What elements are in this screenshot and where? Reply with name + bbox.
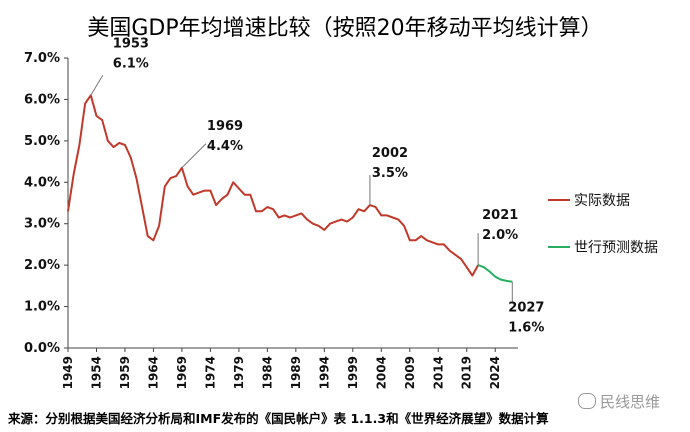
series-line-forecast bbox=[477, 264, 513, 283]
y-tick-label: 4.0% bbox=[24, 175, 60, 190]
annotation-value: 2.0% bbox=[482, 228, 518, 243]
annotation-value: 1.6% bbox=[508, 321, 544, 336]
annotation-year: 1969 bbox=[207, 119, 243, 134]
chart-title: 美国GDP年均增速比较（按照20年移动平均线计算） bbox=[87, 16, 603, 41]
wechat-icon bbox=[578, 393, 596, 409]
x-tick-label: 2024 bbox=[488, 356, 502, 389]
x-tick-label: 1954 bbox=[89, 356, 103, 389]
y-tick-label: 7.0% bbox=[24, 51, 60, 66]
y-tick-label: 0.0% bbox=[24, 341, 60, 356]
x-tick-label: 1999 bbox=[346, 356, 360, 389]
series-line-actual bbox=[67, 94, 479, 277]
y-tick-label: 5.0% bbox=[24, 134, 60, 149]
y-tick-label: 6.0% bbox=[24, 92, 60, 107]
annotation-value: 3.5% bbox=[372, 166, 408, 181]
y-tick-label: 3.0% bbox=[24, 217, 60, 232]
x-tick-label: 1989 bbox=[289, 356, 303, 389]
x-tick-label: 1984 bbox=[260, 356, 274, 389]
x-tick-label: 1964 bbox=[146, 356, 160, 389]
source-note: 来源：分别根据美国经济分析局和IMF发布的《国民帐户》表 1.1.3和《世界经济… bbox=[8, 411, 549, 426]
y-tick-label: 2.0% bbox=[24, 258, 60, 273]
annotation-leader bbox=[181, 143, 207, 169]
x-tick-label: 2004 bbox=[374, 356, 388, 389]
annotation-value: 4.4% bbox=[207, 139, 243, 154]
x-tick-label: 1994 bbox=[317, 356, 331, 389]
y-tick-label: 1.0% bbox=[24, 300, 60, 315]
x-tick-label: 1969 bbox=[175, 356, 189, 389]
annotation-year: 2021 bbox=[482, 208, 518, 223]
x-tick-label: 1949 bbox=[61, 356, 75, 389]
annotation-year: 1953 bbox=[113, 36, 149, 51]
x-tick-label: 1959 bbox=[118, 356, 132, 389]
legend-label: 实际数据 bbox=[574, 193, 630, 209]
x-tick-label: 2019 bbox=[460, 356, 474, 389]
annotation-year: 2002 bbox=[372, 146, 408, 161]
x-tick-label: 2009 bbox=[403, 356, 417, 389]
legend-label: 世行预测数据 bbox=[574, 240, 658, 256]
watermark-text: 民线思维 bbox=[600, 393, 661, 411]
x-tick-label: 1979 bbox=[232, 356, 246, 389]
annotation-value: 6.1% bbox=[113, 56, 149, 71]
watermark: 民线思维 bbox=[578, 391, 660, 412]
annotation-year: 2027 bbox=[508, 301, 544, 316]
x-tick-label: 1974 bbox=[203, 356, 217, 389]
annotation-leader bbox=[90, 75, 104, 96]
x-tick-label: 2014 bbox=[431, 356, 445, 389]
